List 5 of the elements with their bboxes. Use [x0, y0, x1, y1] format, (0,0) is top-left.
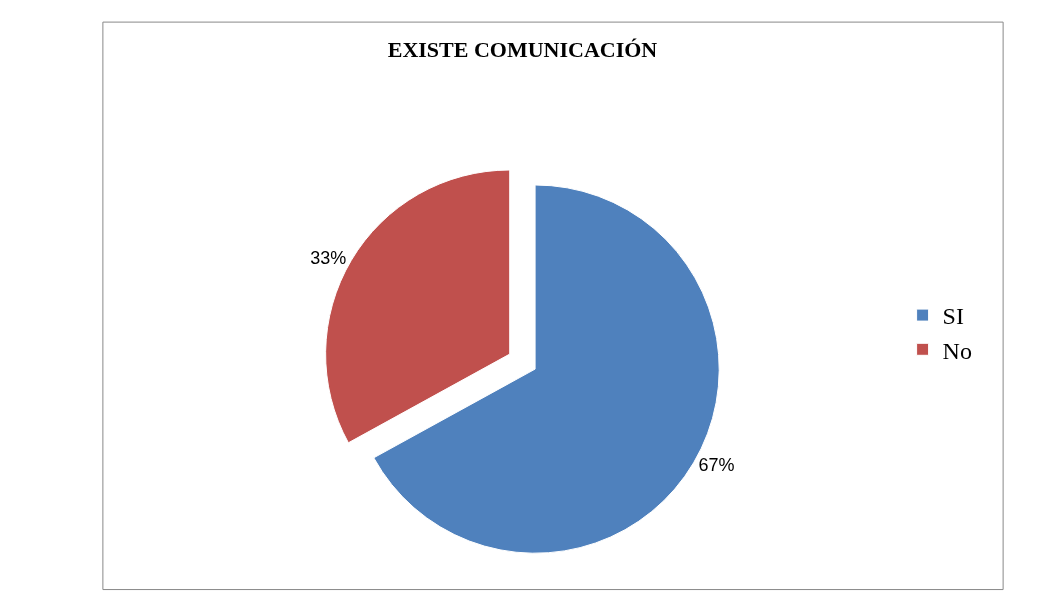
chart-title: EXISTE COMUNICACIÓN [387, 37, 658, 63]
data-label: 33% [310, 247, 347, 268]
legend-label: SI [942, 303, 964, 330]
legend-label: No [942, 337, 972, 364]
data-label: 67% [698, 455, 735, 476]
